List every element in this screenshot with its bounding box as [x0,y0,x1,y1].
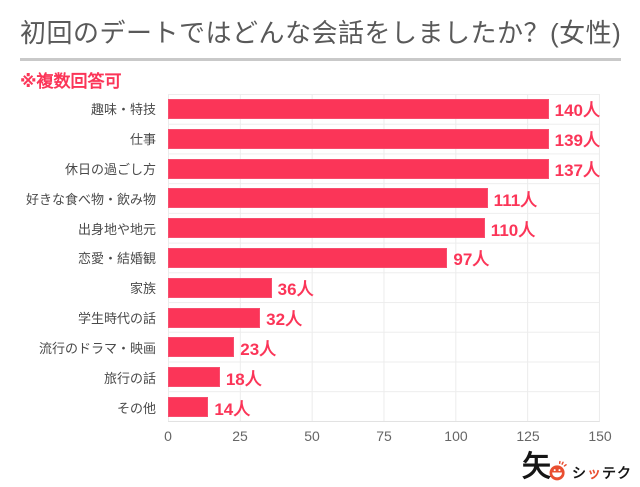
bar-rows: 趣味・特技 140人仕事 139人休日の過ごし方 137人好きな食べ物・飲み物 111人… [26,94,600,422]
bar-value-label: 137人 [554,161,600,181]
multiple-answers-note: ※複数回答可 [20,72,122,91]
bar [168,247,448,268]
bar-row: その他 14人 [117,392,600,422]
category-label: 流行のドラマ・映画 [38,340,156,356]
x-axis-tick-label: 50 [304,428,320,444]
logo-text: シッテク [572,464,632,482]
plot-area: 趣味・特技 140人仕事 139人休日の過ごし方 137人好きな食べ物・飲み物 111人… [26,94,600,422]
bar-value-label: 139人 [554,131,600,151]
x-axis-tick-label: 0 [164,428,172,444]
bar-track: 110人 [168,213,600,243]
bar-row: 仕事 139人 [130,124,600,154]
category-label: 恋愛・結婚観 [77,251,156,267]
bar-value-label: 36人 [277,280,314,300]
shitteku-logo: 矢 シッテク [522,453,632,482]
x-axis-tick-label: 150 [588,428,612,444]
bar-value-label: 97人 [453,250,490,270]
category-label: 好きな食べ物・飲み物 [25,191,156,207]
bar [168,307,261,328]
category-label: 趣味・特技 [90,102,156,118]
bar [168,218,485,239]
category-label: その他 [116,400,156,416]
bar-track: 111人 [168,183,600,213]
x-axis-tick-label: 75 [376,428,392,444]
bar-track: 18人 [168,362,600,392]
category-label: 休日の過ごし方 [64,162,156,178]
bar-track: 23人 [168,333,600,363]
bar-chart: 趣味・特技 140人仕事 139人休日の過ごし方 137人好きな食べ物・飲み物 111人… [0,94,640,444]
bar-row: 休日の過ごし方 137人 [65,154,600,184]
category-label: 家族 [129,281,156,297]
bar-track: 97人 [168,243,600,273]
bar-row: 旅行の話 18人 [104,362,600,392]
logo-text-small-tsu: ッ [587,464,602,481]
bar-row: 家族 36人 [130,273,600,303]
bar-row: 流行のドラマ・映画 23人 [39,333,600,363]
bar [168,188,488,209]
bar-track: 140人 [168,94,600,124]
bar-value-label: 14人 [214,399,251,419]
logo-smiley-icon [549,460,567,481]
x-axis: 0 25 50 75 100 125 150 [164,422,612,444]
bar-track: 137人 [168,154,600,184]
chart-title: 初回のデートではどんな会話をしましたか？(女性) [20,18,622,48]
bar-row: 出身地や地元 110人 [78,213,600,243]
bar [168,367,220,388]
bar [168,128,549,149]
logo-text-shi: シ [572,464,587,481]
bar-row: 好きな食べ物・飲み物 111人 [26,183,600,213]
logo-text-teku: テク [602,464,632,481]
x-axis-tick-label: 100 [444,428,468,444]
bar [168,158,549,179]
category-label: 学生時代の話 [77,311,156,327]
bar-row: 学生時代の話 32人 [78,303,600,333]
category-label: 旅行の話 [103,370,156,386]
bar [168,397,209,418]
bar-value-label: 111人 [493,190,538,210]
bar-value-label: 23人 [240,339,277,359]
bar-value-label: 18人 [225,369,262,389]
bar-value-label: 110人 [490,220,536,240]
x-axis-tick-label: 25 [232,428,248,444]
bar-row: 趣味・特技 140人 [91,94,600,124]
title-divider [20,58,621,61]
bar-track: 32人 [168,303,600,333]
bar-track: 139人 [168,124,600,154]
bar-value-label: 140人 [554,101,600,121]
bar-value-label: 32人 [266,310,303,330]
bar [168,337,235,358]
x-axis-tick-label: 125 [516,428,540,444]
bar-track: 14人 [168,392,600,422]
bar [168,98,549,119]
logo-ya-character: 矢 [521,451,551,483]
bar [168,277,272,298]
category-label: 出身地や地元 [77,221,156,237]
bar-row: 恋愛・結婚観 97人 [78,243,600,273]
category-label: 仕事 [129,132,156,148]
bar-track: 36人 [168,273,600,303]
